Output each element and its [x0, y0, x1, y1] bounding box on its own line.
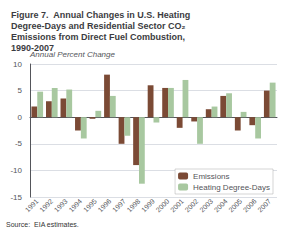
svg-text:1995: 1995	[82, 197, 98, 213]
svg-text:5: 5	[18, 86, 23, 95]
svg-text:Heating Degree-Days: Heating Degree-Days	[193, 183, 270, 192]
svg-text:1998: 1998	[126, 197, 142, 213]
svg-text:1999: 1999	[140, 197, 156, 213]
svg-text:2001: 2001	[169, 197, 185, 213]
svg-text:2002: 2002	[184, 197, 200, 213]
svg-text:Figure 7. Annual Changes in U: Figure 7. Annual Changes in U.S. Heating	[11, 10, 190, 20]
svg-text:1997: 1997	[111, 197, 127, 213]
svg-text:Emissions: Emissions	[193, 172, 229, 181]
svg-text:Emissions from Direct Fuel Com: Emissions from Direct Fuel Combustion,	[11, 32, 185, 42]
svg-text:2003: 2003	[198, 197, 214, 213]
svg-text:-15: -15	[10, 193, 22, 202]
svg-text:1990-2007: 1990-2007	[11, 43, 54, 53]
svg-text:1991: 1991	[24, 197, 40, 213]
svg-text:-10: -10	[10, 166, 22, 175]
svg-text:0: 0	[18, 113, 23, 122]
svg-text:10: 10	[13, 60, 22, 69]
svg-text:1994: 1994	[67, 197, 83, 213]
svg-text:1993: 1993	[53, 197, 69, 213]
svg-text:1996: 1996	[96, 197, 112, 213]
svg-text:1992: 1992	[38, 197, 54, 213]
svg-text:2007: 2007	[256, 197, 272, 213]
svg-text:Degree-Days and Residential Se: Degree-Days and Residential Sector CO₂	[11, 21, 186, 31]
svg-text:Annual Percent Change: Annual Percent Change	[30, 49, 115, 59]
svg-text:2004: 2004	[213, 197, 229, 213]
svg-text:2006: 2006	[242, 197, 258, 213]
svg-text:-5: -5	[15, 139, 23, 148]
svg-text:2000: 2000	[155, 197, 171, 213]
svg-text:2005: 2005	[227, 197, 243, 213]
svg-text:Source: EIA estimates.: Source: EIA estimates.	[6, 221, 79, 228]
